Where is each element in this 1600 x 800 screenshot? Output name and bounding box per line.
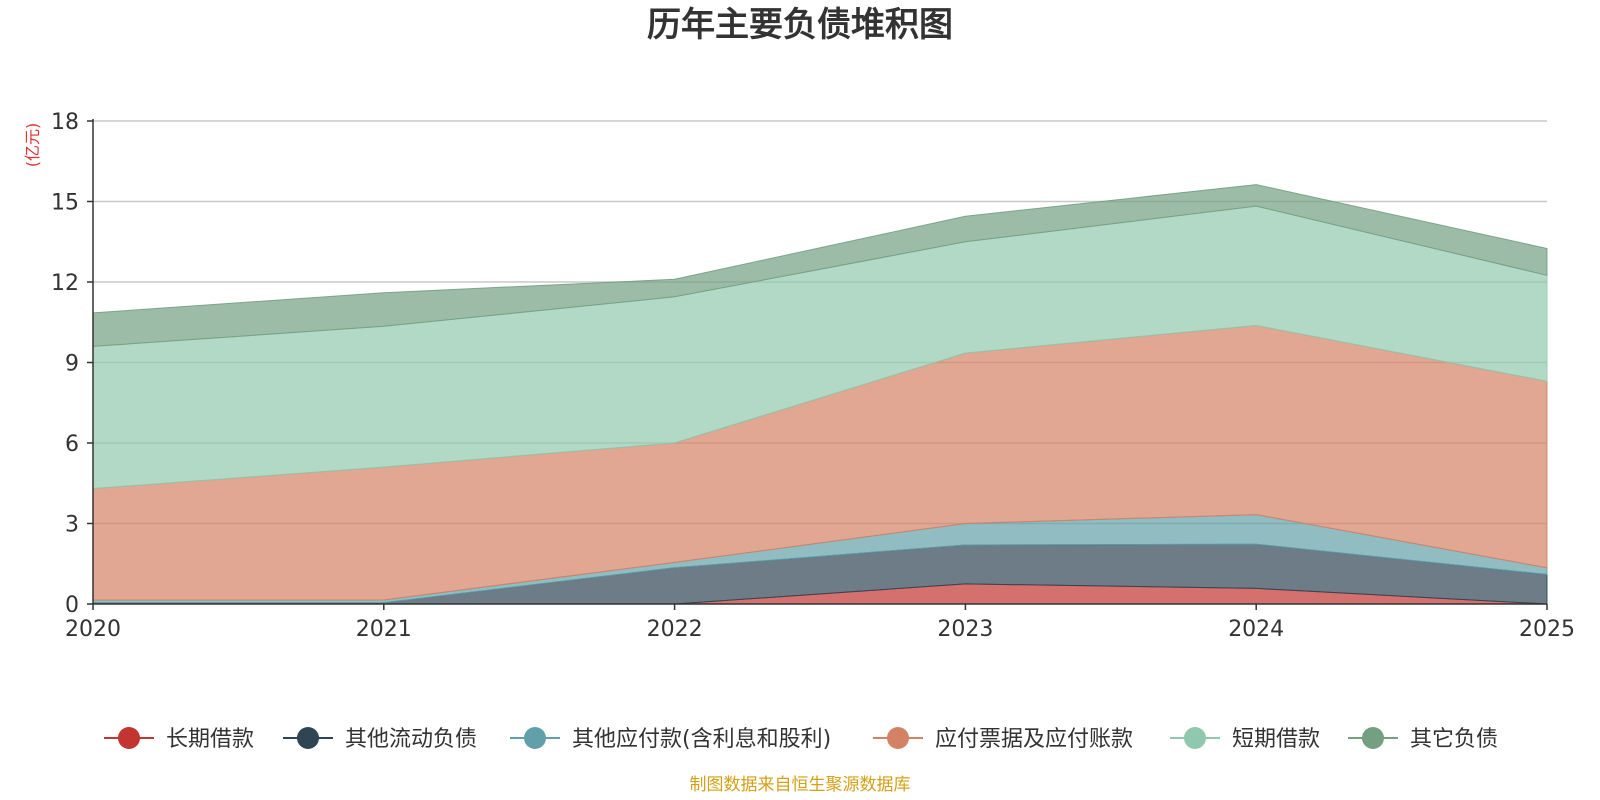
legend-item-3[interactable]: 应付票据及应付账款: [873, 727, 1133, 752]
legend-label: 其它负债: [1410, 727, 1498, 752]
y-tick-label: 12: [51, 271, 79, 296]
x-tick-label: 2020: [65, 617, 121, 642]
area-series-group: [92, 184, 1548, 605]
y-tick-label: 18: [51, 110, 79, 135]
axes: 0 3 6 9 12 15 18 2020 2021 2022 2023 2024 2025: [51, 110, 1575, 642]
area-series-5: [92, 184, 1548, 347]
legend-marker: [887, 727, 909, 749]
x-tick-label: 2024: [1228, 617, 1284, 642]
y-tick-label: 3: [65, 513, 79, 538]
legend-label: 其他应付款(含利息和股利): [572, 727, 831, 752]
legend-item-2[interactable]: 其他应付款(含利息和股利): [510, 727, 831, 752]
legend-label: 应付票据及应付账款: [935, 727, 1133, 752]
legend-label: 短期借款: [1232, 727, 1320, 752]
y-tick-label: 6: [65, 432, 79, 457]
y-tick-label: 15: [51, 191, 79, 216]
legend-item-1[interactable]: 其他流动负债: [283, 727, 477, 752]
legend-marker: [118, 727, 140, 749]
legend-label: 长期借款: [166, 727, 254, 752]
legend-label: 其他流动负债: [345, 727, 477, 752]
x-tick-label: 2022: [647, 617, 703, 642]
legend-marker: [524, 727, 546, 749]
legend-marker: [1362, 727, 1384, 749]
legend-item-0[interactable]: 长期借款: [104, 727, 254, 752]
legend-item-5[interactable]: 其它负债: [1348, 727, 1498, 752]
x-tick-label: 2023: [937, 617, 993, 642]
y-tick-label: 9: [65, 352, 79, 377]
chart-title: 历年主要负债堆积图: [647, 5, 953, 45]
y-axis-unit-label: (亿元): [23, 123, 42, 168]
source-note: 制图数据来自恒生聚源数据库: [690, 775, 911, 795]
y-tick-label: 0: [65, 593, 79, 618]
legend: 长期借款 其他流动负债 其他应付款(含利息和股利) 应付票据及应付账款 短期借款 其它负债: [104, 727, 1498, 752]
legend-marker: [297, 727, 319, 749]
legend-item-4[interactable]: 短期借款: [1170, 727, 1320, 752]
x-tick-label: 2021: [356, 617, 412, 642]
x-tick-label: 2025: [1519, 617, 1575, 642]
legend-marker: [1184, 727, 1206, 749]
